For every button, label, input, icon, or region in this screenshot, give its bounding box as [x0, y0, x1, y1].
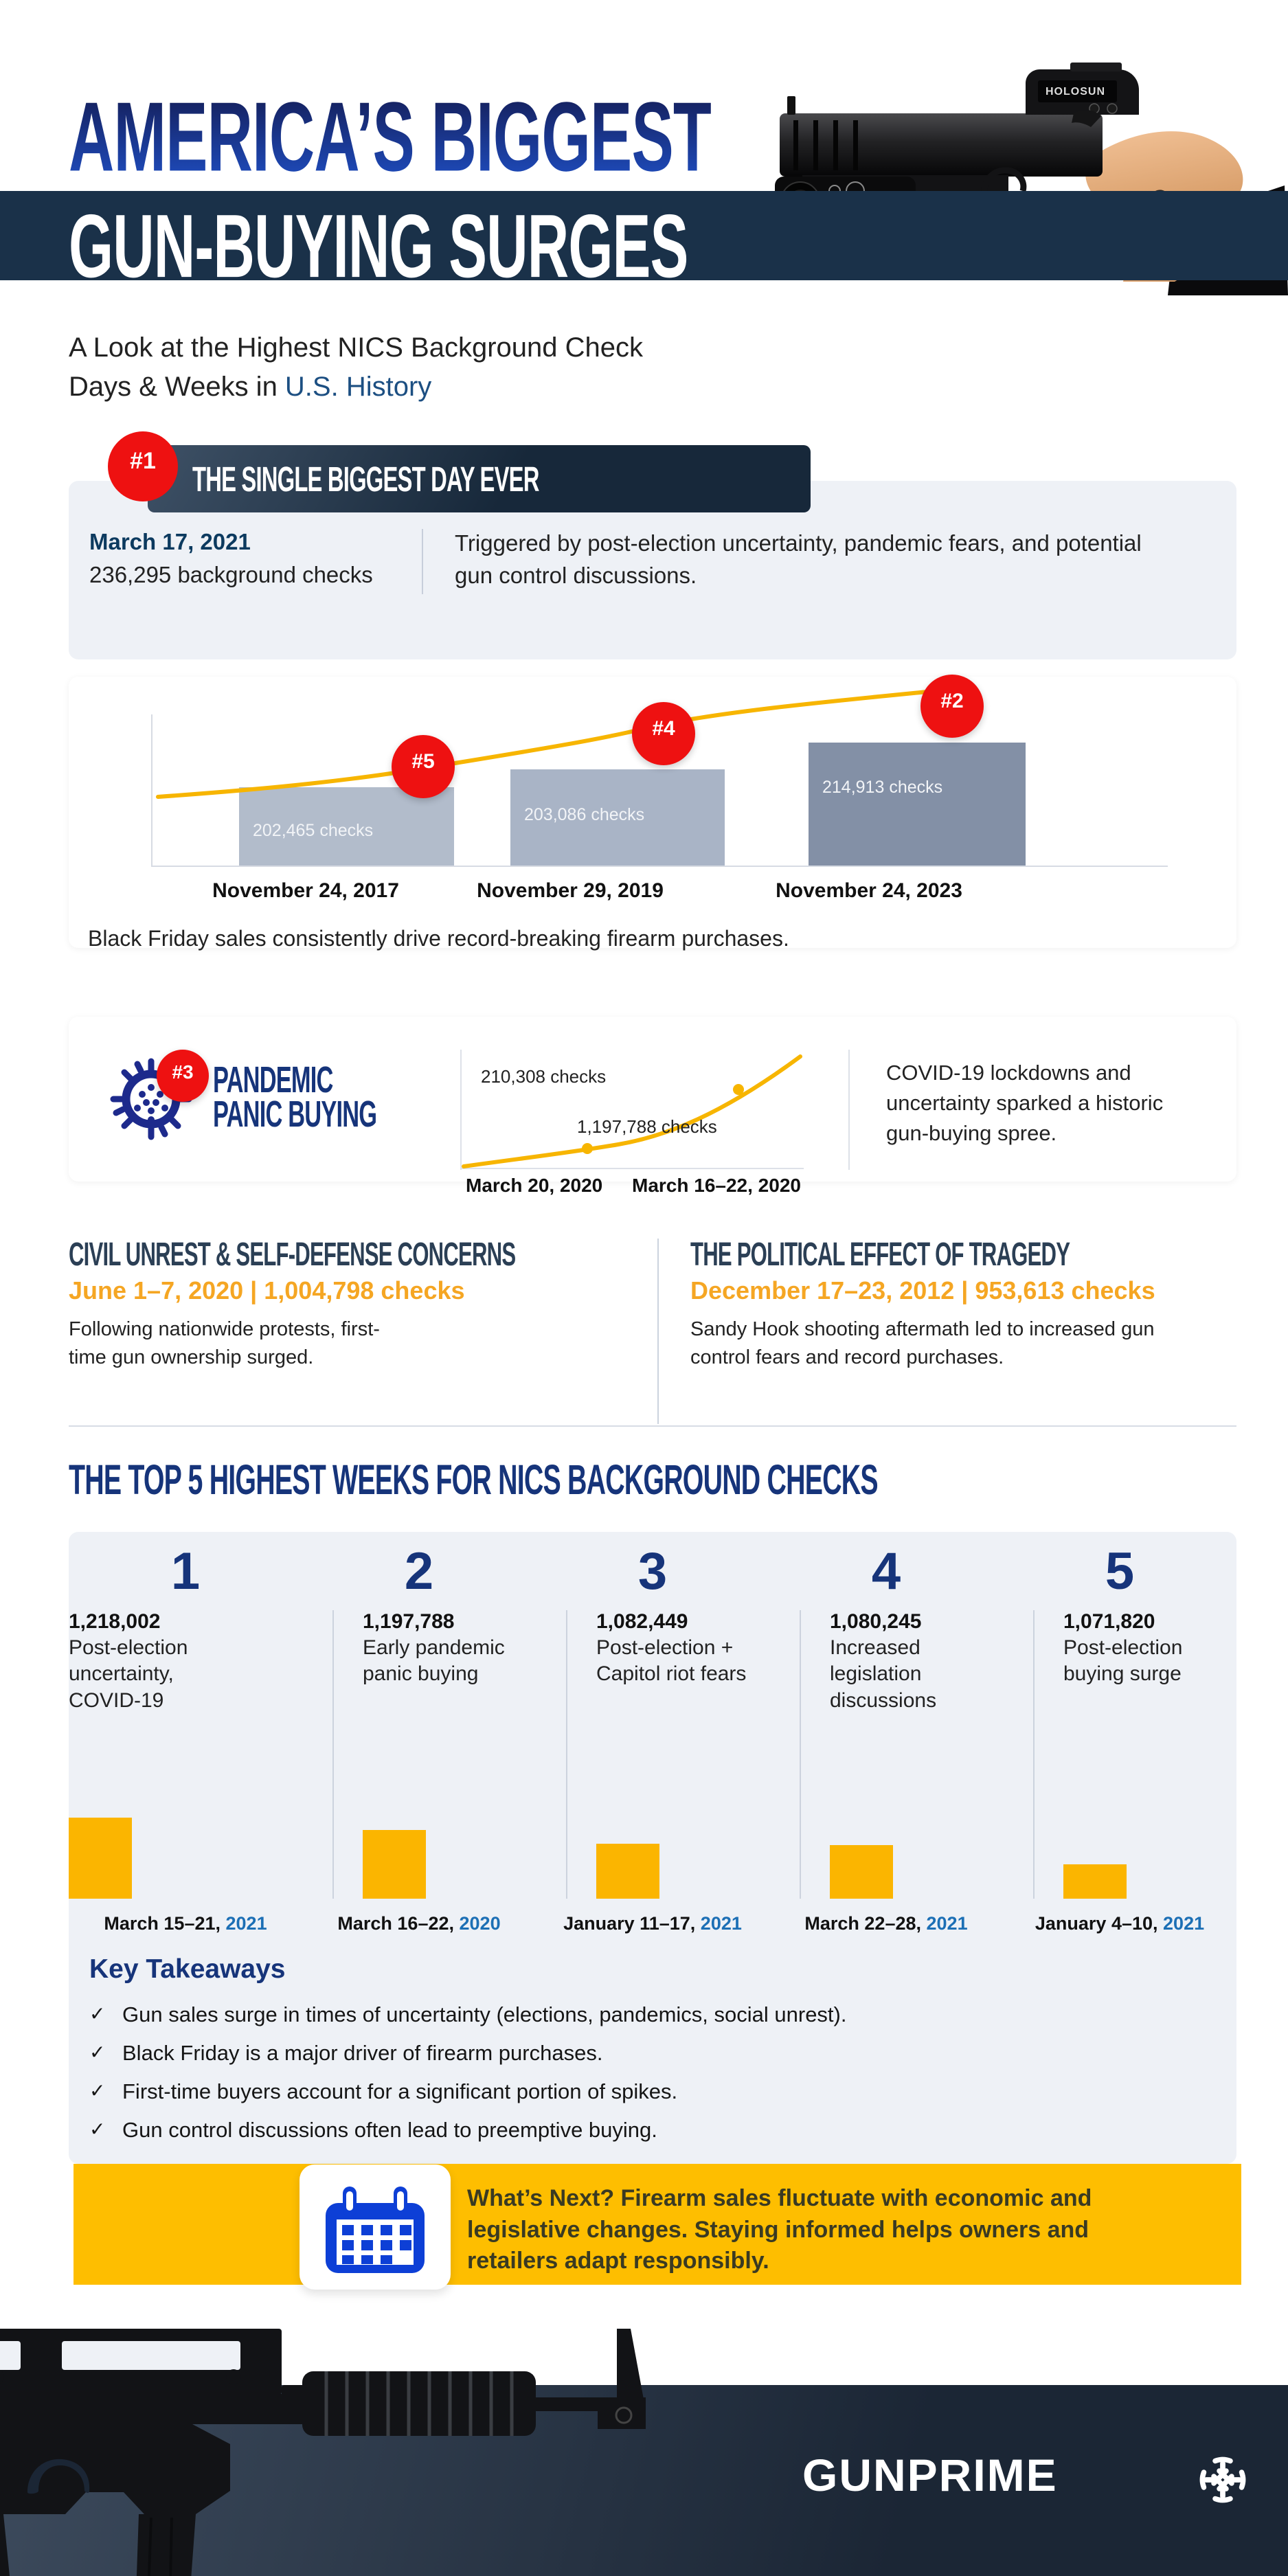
svg-text:HOLOSUN: HOLOSUN [1046, 86, 1105, 98]
